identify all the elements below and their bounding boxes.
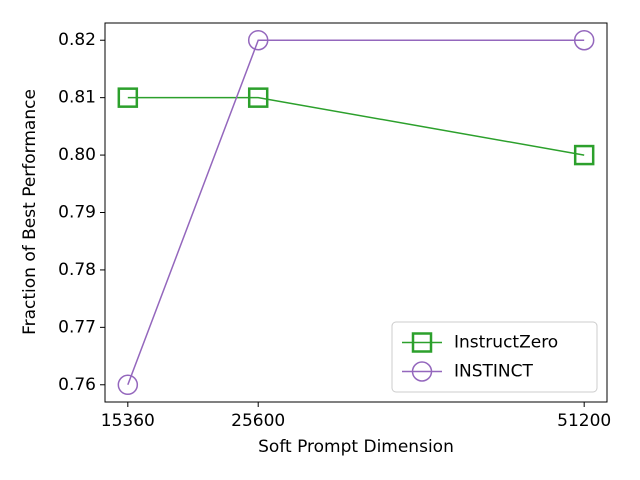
marker — [573, 144, 595, 166]
series-line — [127, 39, 585, 386]
series-line — [127, 96, 585, 156]
y-tick-label: 0.81 — [58, 88, 96, 108]
y-tick-label: 0.78 — [58, 260, 96, 280]
x-tick-label: 51200 — [557, 411, 611, 431]
legend-marker — [411, 361, 433, 382]
marker — [117, 87, 139, 108]
marker — [117, 374, 139, 396]
y-tick-label: 0.77 — [58, 317, 96, 337]
y-tick-label: 0.82 — [58, 30, 96, 50]
marker — [247, 87, 269, 108]
legend-label: InstructZero — [454, 333, 558, 353]
marker — [247, 29, 269, 51]
x-tick-label: 25600 — [231, 411, 285, 431]
y-tick-label: 0.76 — [58, 375, 96, 395]
legend-label: INSTINCT — [454, 362, 534, 382]
legend-marker — [411, 332, 433, 353]
y-tick-label: 0.79 — [58, 203, 96, 223]
y-axis-label: Fraction of Best Performance — [20, 89, 40, 335]
marker — [573, 29, 595, 51]
y-tick-label: 0.80 — [58, 145, 96, 165]
x-axis-label: Soft Prompt Dimension — [258, 437, 454, 457]
legend-box — [391, 321, 598, 393]
x-tick-label: 15360 — [101, 411, 155, 431]
